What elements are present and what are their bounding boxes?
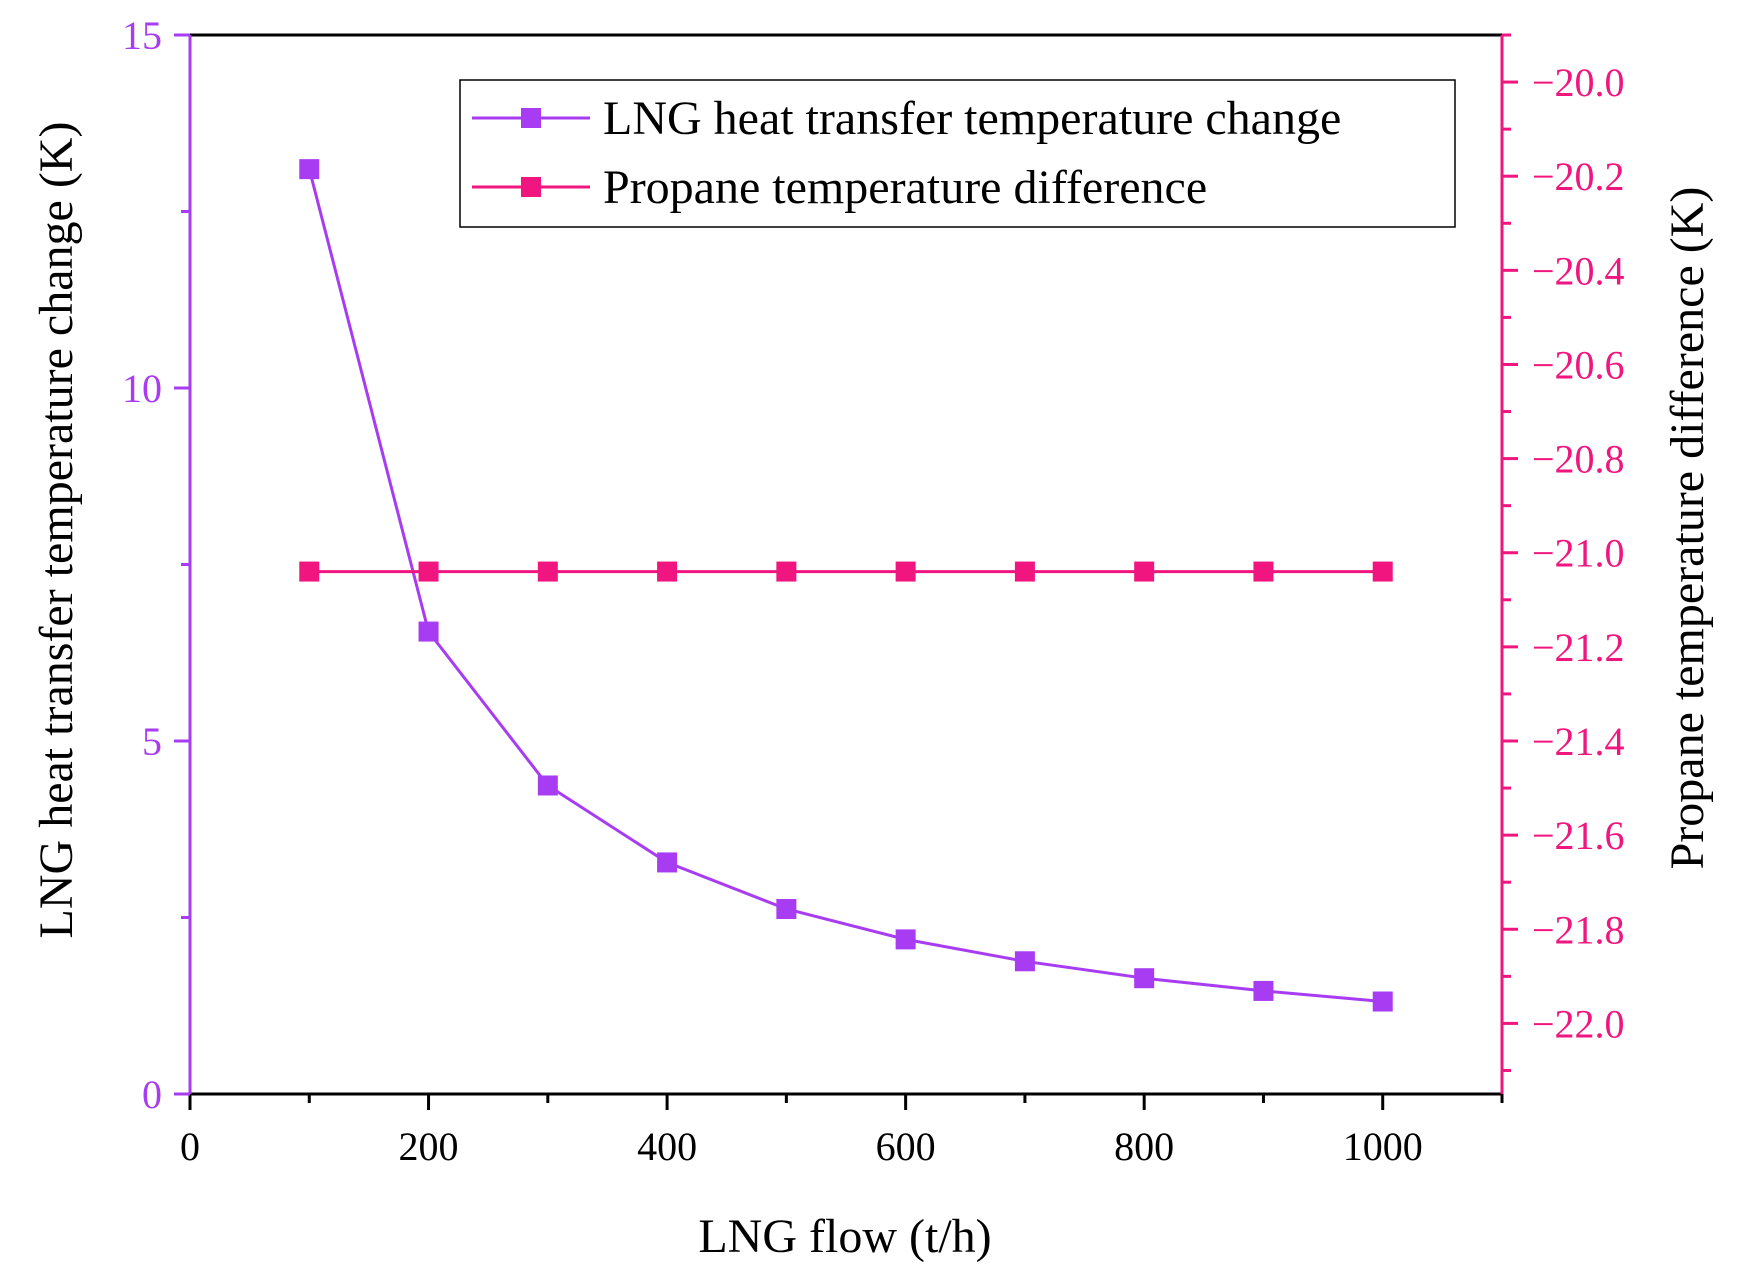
axes: 0 200 400 600 800 1000 0 5 10 15 −22.0 −21.8 −21.6 −2… xyxy=(122,13,1625,1169)
y-right-tick-label: −20.0 xyxy=(1532,60,1625,105)
series-1-point xyxy=(1372,991,1393,1012)
y-right-tick-label: −20.4 xyxy=(1532,248,1625,293)
y-right-tick-label: −22.0 xyxy=(1532,1001,1625,1046)
x-tick-label: 600 xyxy=(876,1124,936,1169)
series-1-point xyxy=(776,899,797,920)
series-2-point xyxy=(657,561,678,582)
y-right-tick-label: −20.2 xyxy=(1532,154,1625,199)
legend-box xyxy=(459,79,1456,228)
series-layer xyxy=(299,159,1393,1012)
series-2-point xyxy=(537,561,558,582)
legend-marker-1 xyxy=(521,108,541,128)
series-1-point xyxy=(299,159,320,180)
y-right-tick-label: −20.8 xyxy=(1532,437,1625,482)
y-left-axis-title: LNG heat transfer temperature change (K) xyxy=(30,122,83,939)
y-right-tick-label: −21.2 xyxy=(1532,625,1625,670)
legend: LNG heat transfer temperature change Prop… xyxy=(459,79,1456,228)
y-right-tick-label: −21.0 xyxy=(1532,531,1625,576)
series-2-point xyxy=(299,561,320,582)
y-right-tick-label: −21.6 xyxy=(1532,813,1625,858)
y-left-tick-label: 5 xyxy=(142,719,162,764)
legend-label-2: Propane temperature difference xyxy=(603,161,1207,214)
x-axis-title: LNG flow (t/h) xyxy=(698,1210,991,1263)
series-2-point xyxy=(1014,561,1035,582)
y-right-tick-label: −20.6 xyxy=(1532,342,1625,387)
series-1-point xyxy=(657,852,678,873)
x-tick-label: 200 xyxy=(399,1124,459,1169)
legend-label-1: LNG heat transfer temperature change xyxy=(603,92,1341,145)
x-tick-label: 400 xyxy=(637,1124,697,1169)
series-2-point xyxy=(895,561,916,582)
series-2-point xyxy=(1134,561,1155,582)
series-1-point xyxy=(1014,951,1035,972)
legend-marker-2 xyxy=(521,177,541,197)
series-2-point xyxy=(776,561,797,582)
y-right-axis-title: Propane temperature difference (K) xyxy=(1661,187,1714,870)
y-left-tick-label: 0 xyxy=(142,1072,162,1117)
series-1-point xyxy=(418,621,439,642)
series-2-point xyxy=(1372,561,1393,582)
series-2-point xyxy=(1253,561,1274,582)
series-1-point xyxy=(1253,980,1274,1001)
y-left-tick-label: 10 xyxy=(122,366,162,411)
series-line-1 xyxy=(307,168,1383,1003)
series-1-point xyxy=(895,929,916,950)
x-tick-label: 0 xyxy=(180,1124,200,1169)
x-tick-label: 800 xyxy=(1114,1124,1174,1169)
series-1-point xyxy=(537,775,558,796)
series-2-point xyxy=(418,561,439,582)
y-right-tick-label: −21.8 xyxy=(1532,907,1625,952)
x-tick-label: 1000 xyxy=(1343,1124,1423,1169)
series-1-point xyxy=(1134,968,1155,989)
y-left-tick-label: 15 xyxy=(122,13,162,58)
y-right-tick-label: −21.4 xyxy=(1532,719,1625,764)
